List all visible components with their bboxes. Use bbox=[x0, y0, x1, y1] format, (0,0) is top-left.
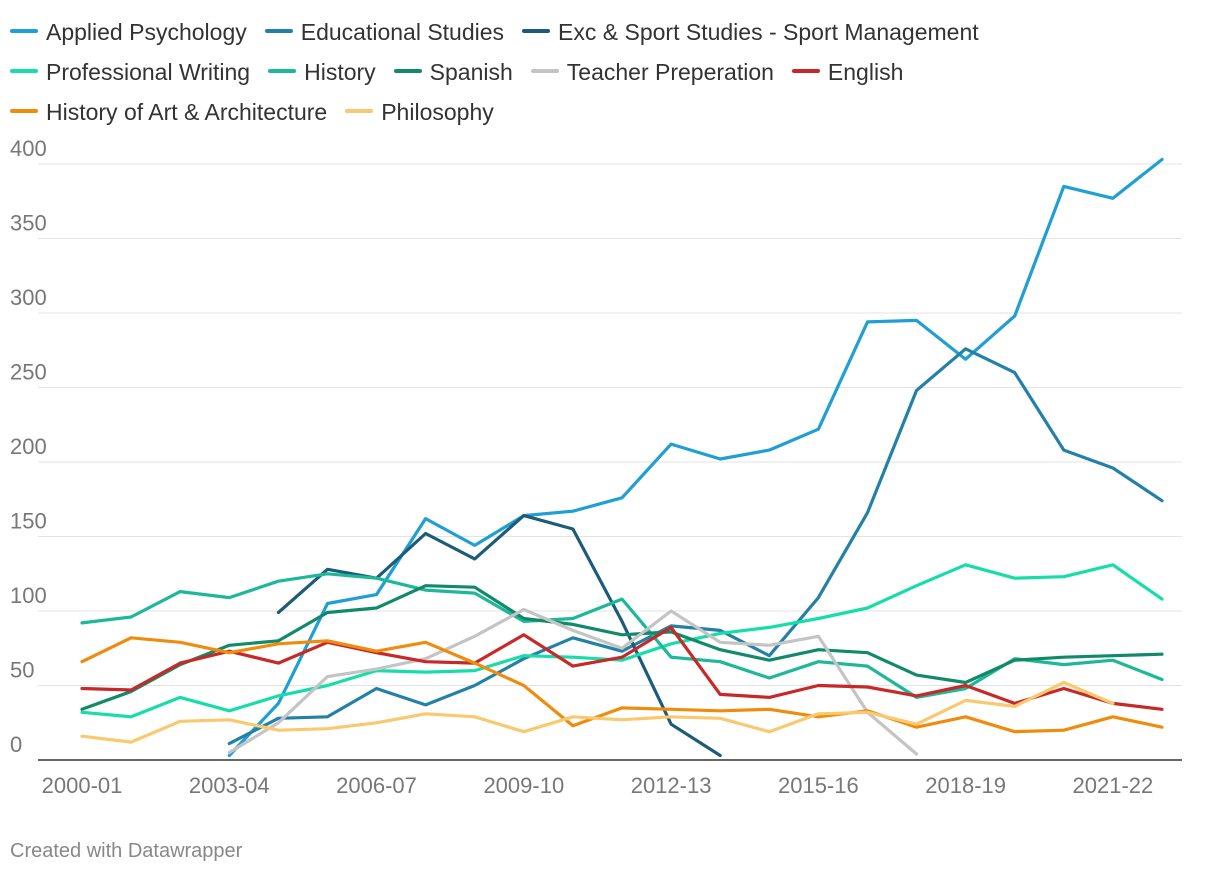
y-tick-label: 200 bbox=[10, 434, 47, 459]
series-line-english bbox=[80, 625, 1164, 711]
series-line-history bbox=[80, 572, 1164, 699]
legend-swatch bbox=[345, 108, 374, 113]
legend-label: Professional Writing bbox=[46, 59, 251, 85]
legend-label: Applied Psychology bbox=[46, 19, 247, 45]
y-tick-label: 50 bbox=[10, 658, 34, 683]
legend-item: English bbox=[791, 52, 904, 92]
y-tick-label: 100 bbox=[10, 583, 47, 608]
y-tick-label: 150 bbox=[10, 509, 47, 534]
x-tick-label: 2018-19 bbox=[925, 773, 1006, 798]
legend-item: Educational Studies bbox=[264, 12, 505, 52]
series-line-professional-writing bbox=[80, 563, 1164, 719]
x-tick-label: 2003-04 bbox=[189, 773, 270, 798]
legend-label: Teacher Preperation bbox=[566, 59, 774, 85]
credit-text: Created with Datawrapper bbox=[10, 840, 243, 862]
legend-item: Teacher Preperation bbox=[530, 52, 774, 92]
legend-item: Exc & Sport Studies - Sport Management bbox=[522, 12, 979, 52]
legend-swatch bbox=[10, 108, 38, 113]
series-line-teacher-preperation bbox=[227, 607, 919, 756]
x-tick-label: 2009-10 bbox=[483, 773, 564, 798]
series-line-educational-studies bbox=[227, 347, 1164, 746]
legend-swatch bbox=[791, 68, 820, 73]
legend-swatch bbox=[264, 28, 293, 33]
legend-swatch bbox=[522, 28, 551, 33]
legend-label: Educational Studies bbox=[300, 19, 505, 45]
y-tick-label: 300 bbox=[10, 285, 47, 310]
y-tick-label: 0 bbox=[10, 732, 22, 757]
y-tick-label: 250 bbox=[10, 360, 47, 385]
series-line-history-of-art-architecture bbox=[80, 636, 1164, 734]
legend-item: Professional Writing bbox=[10, 52, 250, 92]
x-tick-label: 2006-07 bbox=[336, 773, 417, 798]
series-line-applied-psychology bbox=[227, 157, 1164, 758]
legend-label: Exc & Sport Studies - Sport Management bbox=[558, 19, 979, 45]
series-line-spanish bbox=[80, 584, 1164, 711]
series-line-exc-sport-studies-sport-management bbox=[276, 514, 722, 758]
legend-item: History of Art & Architecture bbox=[10, 92, 327, 132]
series-line-philosophy bbox=[80, 680, 1115, 744]
x-tick-label: 2000-01 bbox=[42, 773, 123, 798]
legend-swatch bbox=[393, 68, 422, 73]
legend-item: Philosophy bbox=[345, 92, 494, 132]
legend-swatch bbox=[10, 68, 38, 73]
legend-label: Philosophy bbox=[381, 99, 494, 125]
y-tick-label: 350 bbox=[10, 211, 47, 236]
y-tick-label: 400 bbox=[10, 136, 47, 161]
x-tick-label: 2021-22 bbox=[1073, 773, 1154, 798]
legend-item: History bbox=[268, 52, 376, 92]
legend-swatch bbox=[530, 68, 559, 73]
legend-label: English bbox=[827, 59, 904, 85]
legend-swatch bbox=[10, 28, 38, 33]
x-tick-label: 2015-16 bbox=[778, 773, 859, 798]
legend-label: Spanish bbox=[429, 59, 513, 85]
x-tick-label: 2012-13 bbox=[631, 773, 712, 798]
legend-label: History of Art & Architecture bbox=[46, 99, 328, 125]
legend-item: Spanish bbox=[393, 52, 513, 92]
legend-label: History bbox=[304, 59, 376, 85]
legend-swatch bbox=[268, 68, 297, 73]
legend: Applied Psychology Educational Studies Exc… bbox=[10, 12, 1215, 132]
legend-item: Applied Psychology bbox=[10, 12, 247, 52]
